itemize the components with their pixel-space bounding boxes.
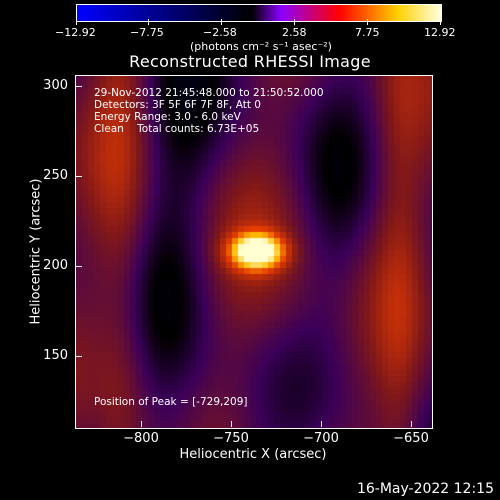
colorbar-tickmark [76, 19, 77, 25]
colorbar-tickmark [294, 19, 295, 25]
colorbar-tick-label: 12.92 [424, 26, 456, 39]
y-axis-label: Heliocentric Y (arcsec) [28, 178, 44, 325]
y-tickmark [76, 176, 82, 177]
colorbar-tickmark [440, 19, 441, 25]
x-tickmark [141, 421, 142, 427]
rhessi-image [76, 76, 432, 428]
annotation-peak-position: Position of Peak = [-729,209] [94, 396, 248, 408]
y-tick-label: 150 [43, 348, 68, 363]
annotation-detectors: Detectors: 3F 5F 6F 7F 8F, Att 0 [94, 99, 261, 111]
x-tickmark [321, 421, 322, 427]
image-plot: 29-Nov-2012 21:45:48.000 to 21:50:52.000… [75, 75, 433, 429]
x-tickmark [411, 421, 412, 427]
colorbar-tickmark [148, 19, 149, 25]
colorbar-tickmark [221, 19, 222, 25]
x-tickmark [231, 421, 232, 427]
y-tick-label: 300 [43, 78, 68, 93]
y-tick-label: 200 [43, 258, 68, 273]
y-tickmark [76, 266, 82, 267]
colorbar-tick-label: 2.58 [282, 26, 307, 39]
annotation-energy-range: Energy Range: 3.0 - 6.0 keV [94, 111, 241, 123]
x-tick-label: −750 [213, 431, 249, 446]
y-tickmark [76, 86, 82, 87]
colorbar-tick-label: −7.75 [130, 26, 164, 39]
annotation-time-range: 29-Nov-2012 21:45:48.000 to 21:50:52.000 [94, 87, 324, 99]
x-axis-label: Heliocentric X (arcsec) [179, 447, 327, 462]
colorbar-tick-label: −12.92 [55, 26, 96, 39]
y-tickmark [76, 356, 82, 357]
timestamp: 16-May-2022 12:15 [356, 481, 494, 497]
x-tick-label: −650 [393, 431, 429, 446]
image-title: Reconstructed RHESSI Image [129, 52, 371, 71]
x-tick-label: −700 [303, 431, 339, 446]
colorbar-tick-label: −2.58 [203, 26, 237, 39]
colorbar [76, 4, 442, 22]
colorbar-tickmark [367, 19, 368, 25]
annotation-clean-counts: Clean Total counts: 6.73E+05 [94, 123, 260, 135]
colorbar-unit-label: (photons cm⁻² s⁻¹ asec⁻²) [190, 40, 332, 53]
y-tick-label: 250 [43, 168, 68, 183]
x-tick-label: −800 [123, 431, 159, 446]
colorbar-tick-label: 7.75 [355, 26, 380, 39]
